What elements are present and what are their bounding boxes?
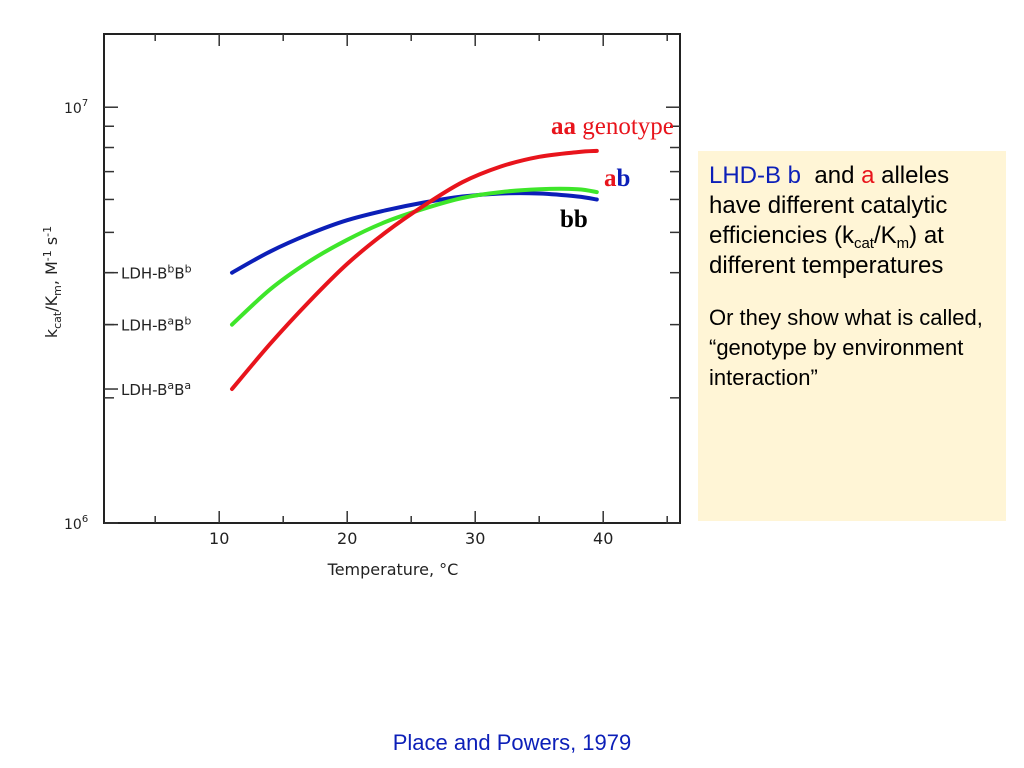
info-line2-end: ) at different temperatures (709, 222, 944, 279)
chart-svg: 10 20 30 40 107 106 LDH-BbBb LDH-BaBb LDH-BaBa T… (41, 33, 681, 579)
callout-aa-rest: genotype (576, 113, 674, 140)
info-para-1: LHD-B b and a alleles have different cat… (709, 161, 998, 281)
info-sub-m: m (896, 235, 910, 252)
series-label-bb: LDH-BbBb (104, 263, 192, 283)
label-layer: 10 20 30 40 107 106 LDH-BbBb LDH-BaBb LDH-BaBa (64, 98, 613, 548)
info-para-2: Or they show what is called, “genotype b… (709, 305, 983, 390)
y-tick-label: 106 (64, 514, 88, 533)
info-box: LHD-B b and a alleles have different cat… (698, 151, 1006, 521)
info-allele-a: a (861, 162, 875, 189)
callout-bb: bb (560, 206, 588, 233)
series-label-text: LDH-BaBa (121, 379, 191, 399)
callout-aa: aa genotype (551, 113, 674, 140)
svg-text:kcat/Km, M-1 s-1: kcat/Km, M-1 s-1 (41, 226, 64, 338)
series-layer (230, 148, 599, 391)
series-label-ab: LDH-BaBb (104, 315, 191, 335)
plot-frame (103, 33, 681, 524)
y-tick-label: 107 (64, 98, 88, 117)
info-slash-k: /K (873, 222, 897, 249)
y-axis-title: kcat/Km, M-1 s-1 (41, 226, 64, 338)
x-axis-title: Temperature, °C (327, 560, 459, 579)
callout-aa-bold: aa (551, 113, 577, 140)
info-line2: alleles have different catalytic efficie… (709, 162, 950, 249)
callout-ab: ab (604, 165, 630, 192)
citation: Place and Powers, 1979 (392, 730, 632, 755)
series-line-ab (230, 186, 599, 327)
series-line-bb (230, 191, 599, 275)
axes-layer (103, 33, 681, 524)
info-and: and (814, 162, 855, 189)
series-label-text: LDH-BaBb (121, 315, 191, 335)
callout-ab-first: a (604, 165, 617, 192)
callout-ab-second: b (617, 165, 631, 192)
info-sub-cat: cat (853, 235, 874, 252)
x-tick-label: 30 (465, 529, 485, 548)
x-tick-label: 40 (593, 529, 613, 548)
series-label-text: LDH-BbBb (121, 263, 192, 283)
series-label-aa: LDH-BaBa (104, 379, 191, 399)
x-tick-label: 20 (337, 529, 357, 548)
series-line-aa (230, 148, 599, 391)
chart: 10 20 30 40 107 106 LDH-BbBb LDH-BaBb LDH-BaBa T… (41, 33, 681, 579)
info-allele-b: LHD-B b (709, 162, 802, 189)
x-tick-label: 10 (209, 529, 229, 548)
